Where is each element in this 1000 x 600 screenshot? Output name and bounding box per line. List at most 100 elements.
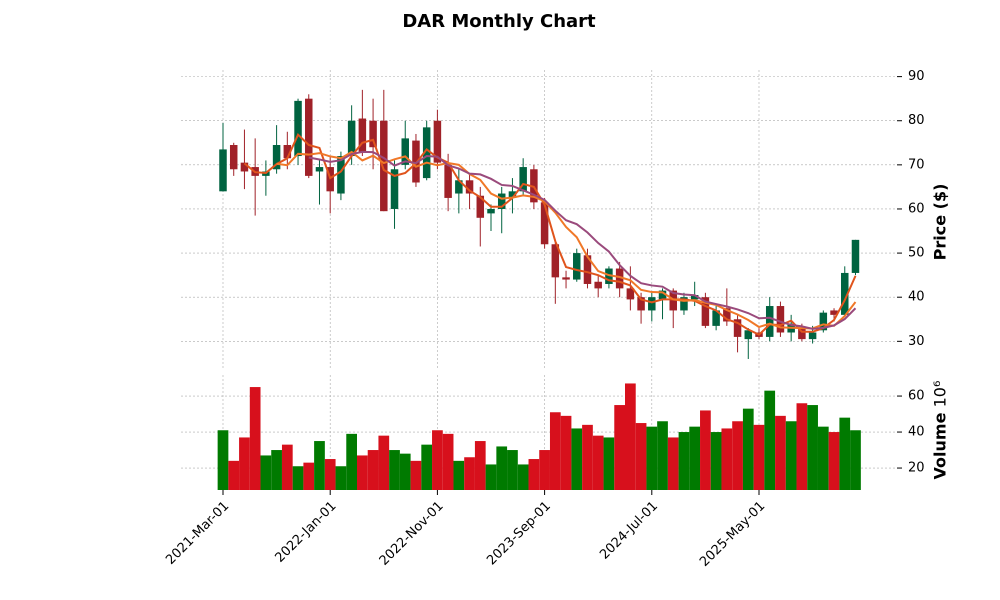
candle-body xyxy=(808,332,817,340)
chart-title: DAR Monthly Chart xyxy=(402,11,596,32)
y-tick-label: 80 xyxy=(908,113,925,128)
volume-bar xyxy=(357,455,368,490)
volume-bar xyxy=(239,437,250,490)
candle-body xyxy=(830,310,838,315)
volume-bar xyxy=(421,444,433,490)
candle-body xyxy=(380,120,388,212)
volume-bar xyxy=(807,405,818,490)
volume-bar xyxy=(453,460,465,490)
volume-bar xyxy=(271,450,282,490)
volume-bar xyxy=(399,453,411,490)
volume-bar xyxy=(303,462,315,490)
volume-bar xyxy=(625,383,636,490)
candle-body xyxy=(583,255,592,284)
candle-body xyxy=(701,297,710,326)
candle-body xyxy=(272,145,281,170)
volume-bar xyxy=(839,417,851,490)
volume-tick-label: 40 xyxy=(908,425,925,440)
candle-body xyxy=(562,277,570,280)
y-tick-label: 90 xyxy=(908,69,925,84)
volume-bar xyxy=(582,424,593,490)
volume-bar xyxy=(539,450,550,490)
volume-bar xyxy=(496,446,508,490)
volume-bar xyxy=(603,437,615,490)
candle-body xyxy=(690,295,699,300)
y-tick-label: 70 xyxy=(908,157,925,172)
volume-bar xyxy=(346,433,357,490)
candle-body xyxy=(390,169,399,209)
y-tick-label: 30 xyxy=(908,334,925,349)
x-tick-label: 2022-Nov-01 xyxy=(377,499,447,569)
volume-bar xyxy=(389,450,400,490)
candle-body xyxy=(669,290,677,311)
volume-bar xyxy=(785,421,797,490)
candle-body xyxy=(680,297,688,311)
volume-bar xyxy=(721,428,733,490)
candle-body xyxy=(712,310,720,326)
volume-bar xyxy=(528,459,540,490)
volume-bar xyxy=(281,444,293,490)
candle-body xyxy=(594,281,602,289)
volume-bar xyxy=(464,457,475,490)
candle-body xyxy=(219,149,227,192)
candle-body xyxy=(776,306,785,333)
volume-bar xyxy=(796,403,808,490)
volume-bar xyxy=(817,426,829,490)
x-tick-label: 2022-Jan-01 xyxy=(272,499,339,566)
volume-bar xyxy=(560,415,572,490)
volume-bar xyxy=(549,412,561,490)
x-tick-label: 2021-Mar-01 xyxy=(163,499,232,568)
candle-body xyxy=(605,268,613,284)
volume-bar xyxy=(228,460,240,490)
volume-bar xyxy=(249,387,261,490)
volume-bar xyxy=(732,421,743,490)
volume-bar xyxy=(367,450,379,490)
x-tick-label: 2024-Jul-01 xyxy=(597,499,661,563)
volume-bar xyxy=(667,437,679,490)
candle-body xyxy=(369,120,377,148)
candle-body xyxy=(765,306,774,337)
volume-bar xyxy=(850,430,861,490)
candle-body xyxy=(508,191,517,198)
volume-bar xyxy=(753,424,765,490)
candle-body xyxy=(294,100,302,157)
candle-body xyxy=(455,180,463,194)
y-axis-label: Price ($) xyxy=(931,184,950,261)
volume-bar xyxy=(592,435,604,490)
candle-body xyxy=(519,167,527,192)
volume-bar xyxy=(775,415,786,490)
candle-body xyxy=(648,297,656,311)
volume-bar xyxy=(314,441,325,490)
candle-body xyxy=(337,156,345,194)
volume-bar xyxy=(335,466,347,490)
volume-bar xyxy=(710,432,722,490)
candle-body xyxy=(283,145,292,159)
candle-body xyxy=(637,297,645,311)
moving-average xyxy=(308,150,857,330)
candle-body xyxy=(841,272,849,315)
candle-body xyxy=(573,253,581,280)
candle-body xyxy=(433,120,442,163)
volume-tick-label: 60 xyxy=(908,389,925,404)
candle-body xyxy=(551,244,560,278)
volume-bar xyxy=(689,426,701,490)
candle-body xyxy=(497,193,506,209)
volume-tick-label: 20 xyxy=(908,461,925,476)
candle-body xyxy=(798,328,806,340)
candle-body xyxy=(315,167,324,172)
moving-average xyxy=(276,150,857,330)
volume-bar xyxy=(474,441,486,490)
volume-bar xyxy=(571,428,583,490)
candle-body xyxy=(347,120,356,157)
candle-body xyxy=(422,127,431,179)
candle-body xyxy=(615,268,624,289)
volume-bar xyxy=(507,450,518,490)
moving-average xyxy=(243,133,857,336)
volume-bar xyxy=(442,433,454,490)
y-tick-label: 60 xyxy=(908,201,925,216)
volume-bar xyxy=(517,464,529,490)
candle-body xyxy=(658,290,667,300)
volume-bar xyxy=(657,421,668,490)
candle-body xyxy=(487,208,495,214)
